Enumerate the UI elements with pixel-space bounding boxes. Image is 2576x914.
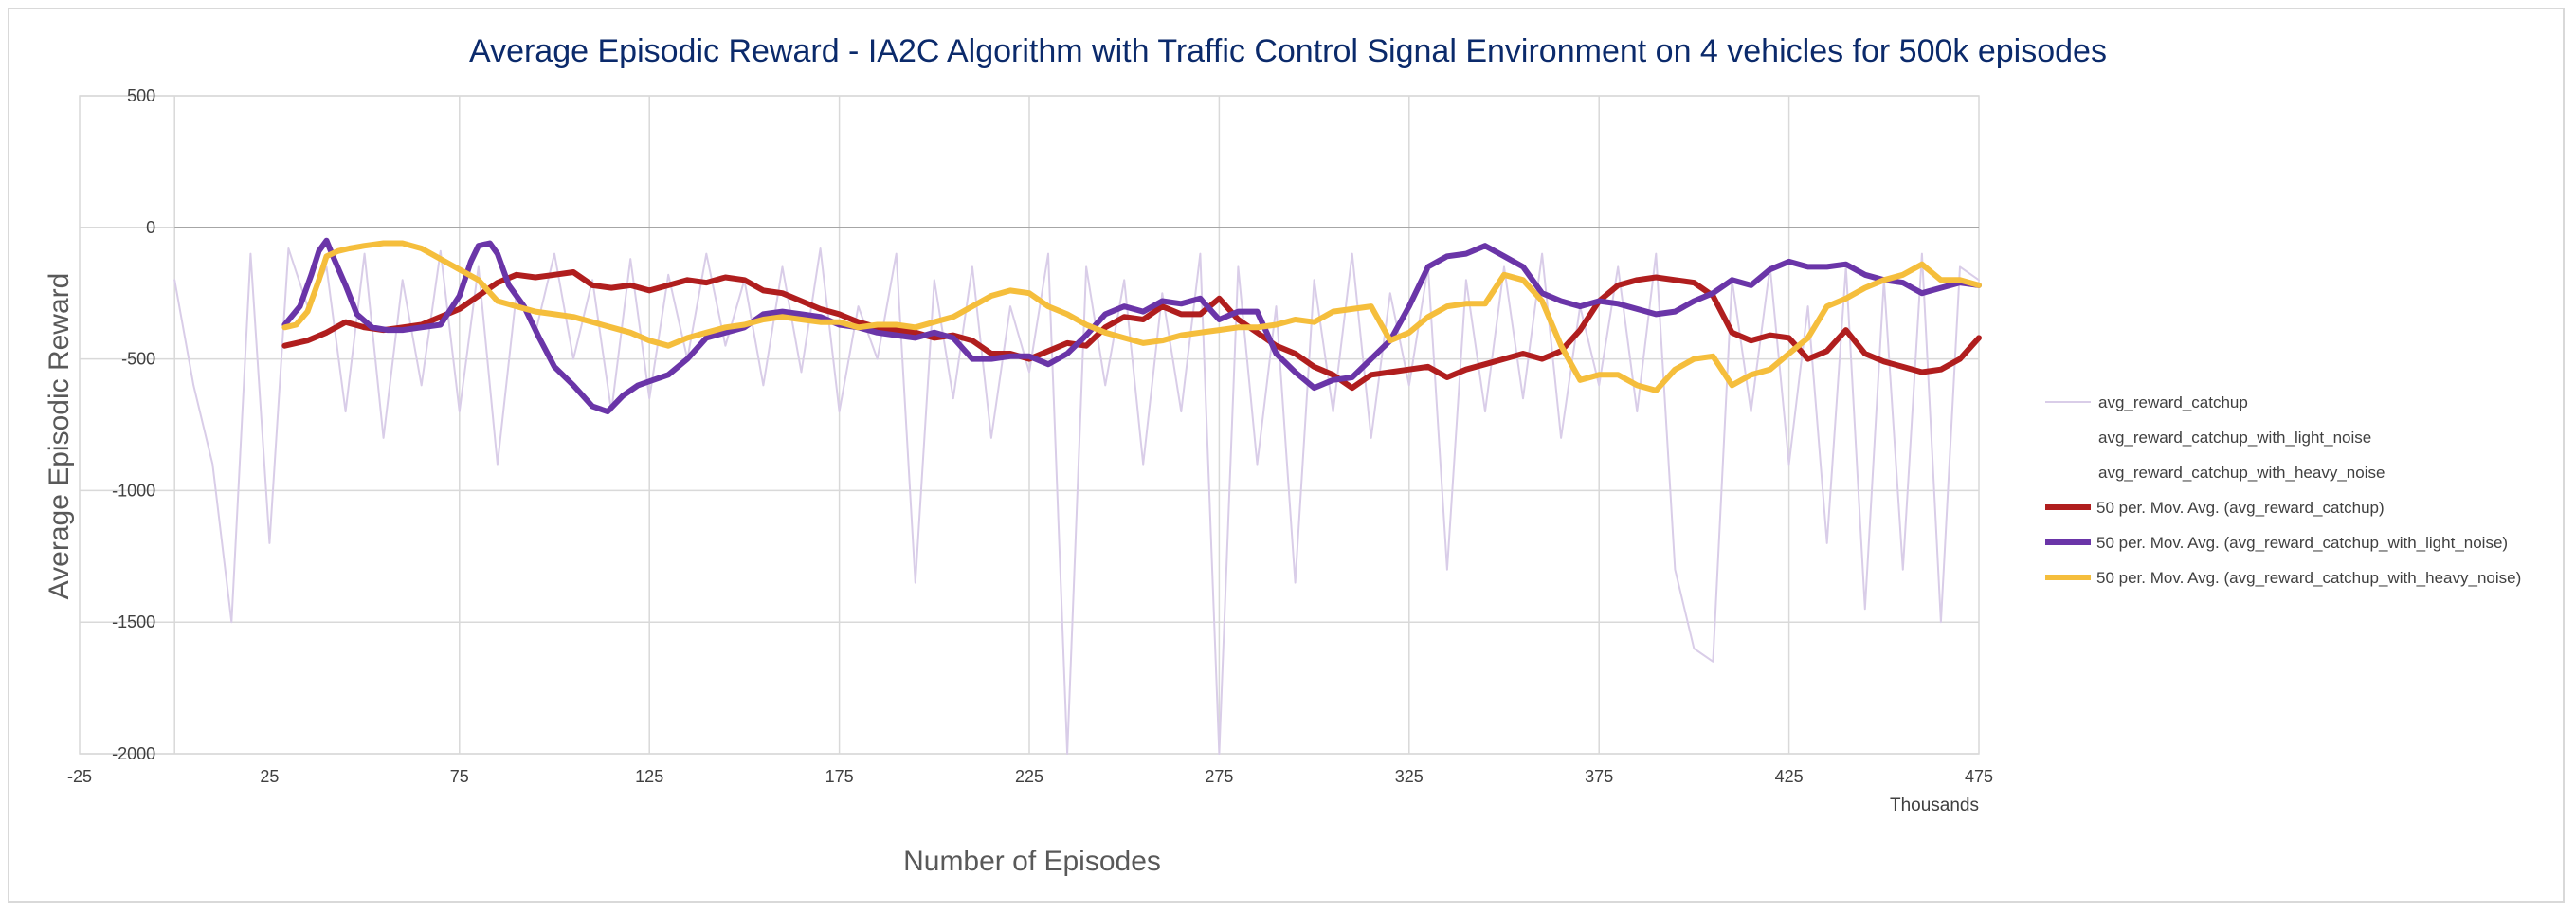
tick-layer: 500 0 -500 -1000 -1500 -2000 -25 25 75 125 175 225 2… bbox=[67, 86, 1993, 786]
y-axis-title: Average Episodic Reward bbox=[44, 273, 75, 600]
y-tick-label: 0 bbox=[146, 218, 155, 237]
chart-svg: Average Episodic Reward - IA2C Algorithm… bbox=[44, 33, 2521, 877]
x-tick-label: 375 bbox=[1585, 767, 1613, 786]
x-tick-label: 125 bbox=[635, 767, 663, 786]
x-tick-label: 425 bbox=[1775, 767, 1804, 786]
grid-layer bbox=[79, 95, 1980, 755]
legend-label-5: 50 per. Mov. Avg. (avg_reward_catchup_wi… bbox=[2096, 569, 2521, 587]
y-tick-label: -1500 bbox=[112, 612, 155, 631]
legend-label-2: avg_reward_catchup_with_heavy_noise bbox=[2098, 464, 2385, 482]
series-layer bbox=[173, 237, 1982, 755]
y-tick-label: 500 bbox=[127, 86, 155, 105]
series-line-3 bbox=[281, 269, 1982, 392]
legend-label-1: avg_reward_catchup_with_light_noise bbox=[2098, 429, 2371, 447]
x-tick-label: -25 bbox=[67, 767, 92, 786]
series-line-5 bbox=[281, 240, 1982, 393]
x-axis-title: Number of Episodes bbox=[903, 846, 1161, 877]
x-tick-label: 325 bbox=[1395, 767, 1424, 786]
x-tick-label: 275 bbox=[1205, 767, 1233, 786]
x-tick-label: 175 bbox=[825, 767, 854, 786]
y-tick-label: -2000 bbox=[112, 744, 155, 763]
legend-label-4: 50 per. Mov. Avg. (avg_reward_catchup_wi… bbox=[2096, 534, 2508, 552]
series-line-0 bbox=[173, 247, 1980, 755]
legend-label-3: 50 per. Mov. Avg. (avg_reward_catchup) bbox=[2096, 499, 2385, 517]
x-tick-label: 75 bbox=[450, 767, 469, 786]
x-units-label: Thousands bbox=[1890, 795, 1979, 815]
legend: avg_reward_catchup avg_reward_catchup_wit… bbox=[2045, 393, 2521, 587]
y-tick-label: -1000 bbox=[112, 481, 155, 500]
chart-frame: Average Episodic Reward - IA2C Algorithm… bbox=[8, 8, 2565, 903]
chart-title: Average Episodic Reward - IA2C Algorithm… bbox=[469, 33, 2107, 69]
legend-label-0: avg_reward_catchup bbox=[2098, 393, 2248, 411]
x-tick-label: 25 bbox=[260, 767, 279, 786]
series-line-4 bbox=[281, 237, 1982, 415]
x-tick-label: 225 bbox=[1015, 767, 1043, 786]
y-tick-label: -500 bbox=[121, 350, 155, 369]
x-tick-label: 475 bbox=[1965, 767, 1993, 786]
